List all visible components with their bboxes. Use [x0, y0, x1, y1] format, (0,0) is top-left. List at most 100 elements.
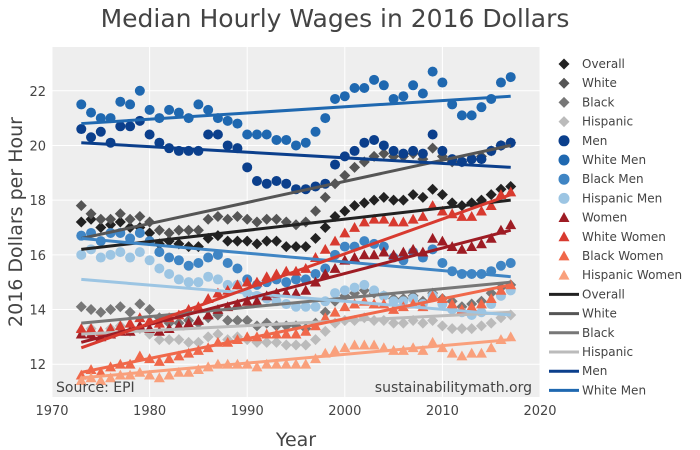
point-white-men — [339, 91, 350, 102]
point-black-men — [173, 255, 184, 266]
legend-item-white-marker: White — [558, 76, 617, 90]
point-hispanic-women — [192, 364, 204, 375]
point-black-women — [485, 293, 497, 303]
point-black — [241, 314, 253, 326]
legend-label: Overall — [582, 287, 625, 301]
point-hispanic — [280, 339, 292, 351]
point-white-women — [114, 320, 126, 331]
point-women — [251, 295, 263, 306]
point-hispanic — [202, 331, 214, 343]
point-overall — [144, 227, 156, 239]
point-overall — [95, 221, 107, 233]
point-black-men — [183, 260, 194, 271]
point-women — [505, 219, 517, 230]
point-hispanic-men — [76, 249, 87, 260]
y-tick-label: 20 — [29, 139, 46, 154]
point-black — [222, 314, 234, 326]
legend: Overall White Black Hispanic Men White Men Bla… — [549, 57, 682, 397]
point-men — [76, 124, 87, 135]
point-men — [330, 159, 341, 170]
legend-item-black-women-marker: Black Women — [558, 249, 663, 263]
point-hispanic — [319, 325, 331, 337]
trendline-white-women — [80, 193, 512, 350]
point-hispanic — [397, 317, 409, 329]
point-white-men — [251, 129, 262, 140]
point-white — [114, 208, 126, 220]
point-white-women — [75, 323, 87, 334]
point-white-men — [369, 74, 380, 85]
legend-item-hispanic-marker: Hispanic — [558, 115, 633, 129]
point-overall — [280, 241, 292, 253]
point-black — [144, 304, 156, 315]
trendline-hispanic-women — [81, 338, 511, 380]
point-hispanic-men — [144, 255, 155, 266]
point-women — [475, 238, 487, 249]
point-hispanic-women — [163, 369, 175, 380]
legend-label: Black — [582, 326, 615, 340]
chart-title: Median Hourly Wages in 2016 Dollars — [101, 4, 570, 33]
point-overall — [427, 183, 439, 195]
point-overall — [378, 191, 390, 203]
point-hispanic-men — [125, 252, 136, 263]
point-white-women — [368, 213, 380, 224]
point-hispanic-women — [95, 375, 107, 385]
point-women — [183, 317, 195, 328]
point-black-men — [154, 247, 165, 258]
legend-label: Black Women — [582, 249, 663, 263]
point-white-men — [95, 113, 106, 124]
point-hispanic — [290, 339, 302, 351]
point-hispanic-women — [339, 342, 351, 353]
point-hispanic-women — [280, 358, 292, 369]
site-annotation: sustainabilitymath.org — [375, 380, 532, 396]
legend-diamond-icon — [558, 96, 570, 108]
point-women — [290, 287, 302, 298]
point-white-women — [358, 216, 370, 227]
legend-diamond-icon — [558, 58, 570, 70]
legend-label: White Men — [582, 153, 646, 167]
point-white-women — [261, 271, 273, 282]
point-white — [270, 213, 282, 225]
point-black-men — [339, 241, 350, 252]
point-black-women — [280, 328, 292, 339]
point-men — [115, 121, 126, 132]
point-white-men — [359, 83, 370, 94]
point-white — [183, 224, 195, 236]
point-black-women — [134, 350, 146, 361]
legend-item-white-men-line: White Men — [549, 383, 646, 397]
point-black-women — [329, 306, 341, 317]
legend-label: Black — [582, 95, 615, 109]
point-men — [369, 134, 380, 145]
point-black-men — [164, 252, 175, 263]
trendline-men — [81, 141, 511, 169]
point-black-men — [281, 277, 292, 288]
legend-item-men-marker: Men — [558, 134, 607, 148]
legend-triangle-icon — [558, 231, 570, 242]
point-white — [261, 213, 273, 225]
point-white-men — [291, 140, 301, 151]
point-men — [408, 145, 419, 156]
legend-label: Women — [582, 211, 627, 225]
point-black-women — [319, 312, 331, 323]
point-hispanic-men — [359, 279, 370, 290]
point-white-women — [212, 287, 224, 298]
legend-label: White Women — [582, 230, 666, 244]
point-overall — [114, 216, 126, 228]
point-hispanic-women — [261, 358, 273, 369]
point-hispanic-men — [330, 288, 341, 299]
point-hispanic-women — [153, 372, 165, 383]
point-white — [153, 224, 165, 236]
y-tick-label: 16 — [29, 249, 46, 264]
point-black-women — [466, 301, 478, 312]
point-white-men — [505, 72, 516, 83]
point-white — [319, 191, 331, 203]
point-hispanic-women — [329, 345, 341, 355]
point-black-women — [95, 366, 107, 377]
point-white-men — [222, 115, 233, 126]
point-hispanic — [456, 323, 468, 335]
point-women — [300, 284, 312, 295]
point-hispanic-women — [300, 358, 312, 369]
point-white-women — [241, 276, 253, 287]
point-white-men — [310, 126, 321, 137]
point-hispanic-men — [95, 252, 106, 263]
point-men — [271, 175, 282, 186]
